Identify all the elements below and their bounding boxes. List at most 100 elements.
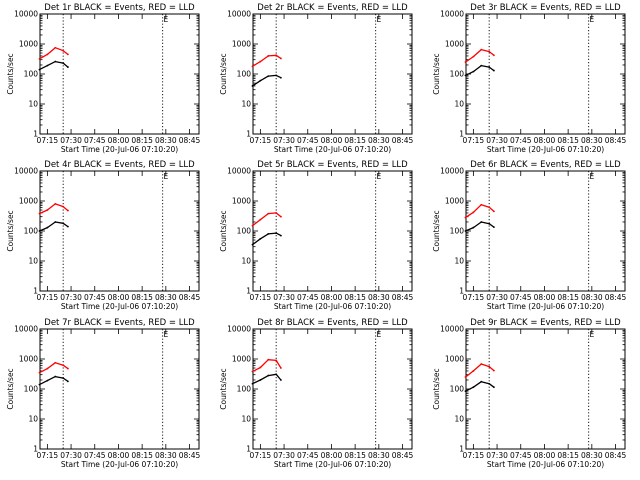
x-tick-label: 07:30: [60, 136, 82, 145]
plot-frame: [252, 13, 413, 135]
y-axis-label: Counts/sec: [432, 210, 441, 251]
x-tick-label: 08:00: [108, 451, 130, 460]
panel-3: Det 3r BLACK = Events, RED = LLD 1 10 100 10…: [432, 3, 627, 154]
data-point-lld: [280, 57, 282, 60]
x-axis-label: Start Time (20-Jul-06 07:10:20): [274, 145, 391, 154]
data-point-lld: [464, 376, 467, 378]
series-line-lld: [39, 362, 69, 374]
data-point-events: [67, 66, 69, 68]
series-line-events: [252, 74, 282, 87]
plot-frame: [252, 328, 413, 450]
x-tick-label: 07:45: [510, 451, 532, 460]
y-tick-label: 1: [459, 445, 464, 454]
y-tick-label: 10000: [440, 325, 464, 334]
y-axis-label: Counts/sec: [219, 210, 228, 251]
panel-5: Det 5r BLACK = Events, RED = LLD 1 10 100 10…: [219, 160, 414, 311]
y-axis-label: Counts/sec: [432, 368, 441, 409]
x-axis-label: Start Time (20-Jul-06 07:10:20): [61, 460, 178, 469]
x-tick-label: 08:15: [131, 136, 153, 145]
panel-2: Det 2r BLACK = Events, RED = LLD 1 10 100 10…: [219, 3, 414, 154]
x-tick-label: 08:30: [368, 451, 390, 460]
x-tick-label: 08:15: [344, 136, 366, 145]
y-tick-label: 10000: [440, 10, 464, 19]
data-point-lld: [259, 218, 262, 221]
data-point-lld: [464, 61, 467, 63]
data-point-events: [54, 60, 57, 63]
x-tick-label: 08:15: [557, 451, 579, 460]
data-point-lld: [472, 211, 475, 214]
e-marker-label: E: [589, 15, 594, 24]
x-tick-label: 08:15: [131, 293, 153, 302]
data-point-events: [275, 373, 278, 376]
y-tick-label: 1000: [445, 355, 464, 364]
data-point-lld: [62, 364, 65, 367]
data-point-events: [251, 243, 254, 246]
x-tick-label: 07:45: [84, 293, 106, 302]
x-tick-label: 07:30: [486, 293, 508, 302]
data-point-lld: [67, 367, 69, 370]
data-point-events: [280, 76, 282, 79]
data-point-lld: [54, 46, 57, 49]
x-tick-label: 07:30: [486, 451, 508, 460]
y-tick-label: 1000: [445, 197, 464, 206]
y-tick-label: 10000: [14, 325, 38, 334]
data-point-events: [54, 375, 57, 378]
y-tick-label: 10: [241, 100, 251, 109]
y-tick-label: 100: [237, 227, 252, 236]
series-line-lld: [252, 54, 282, 67]
y-tick-label: 10: [454, 415, 464, 424]
data-point-lld: [67, 209, 69, 212]
series-line-lld: [252, 212, 282, 227]
x-tick-label: 08:30: [581, 136, 603, 145]
x-tick-label: 08:45: [605, 136, 627, 145]
data-point-events: [62, 377, 65, 380]
x-tick-label: 07:45: [510, 136, 532, 145]
data-point-events: [493, 386, 495, 389]
data-point-lld: [38, 212, 41, 215]
x-tick-label: 08:00: [321, 451, 343, 460]
data-point-lld: [259, 366, 262, 369]
y-tick-label: 10000: [440, 167, 464, 176]
x-tick-label: 08:45: [392, 451, 414, 460]
x-tick-label: 08:15: [344, 293, 366, 302]
e-marker-label: E: [163, 172, 168, 181]
x-tick-label: 08:30: [368, 136, 390, 145]
y-tick-label: 1: [246, 287, 251, 296]
y-tick-label: 1: [33, 287, 38, 296]
data-point-lld: [275, 212, 278, 214]
x-tick-label: 08:00: [108, 293, 130, 302]
panel-title: Det 1r BLACK = Events, RED = LLD: [44, 3, 195, 13]
data-point-lld: [464, 216, 467, 219]
y-tick-label: 1000: [232, 40, 251, 49]
y-tick-label: 1000: [232, 197, 251, 206]
x-tick-label: 07:30: [60, 451, 82, 460]
x-tick-label: 07:45: [84, 451, 106, 460]
y-tick-label: 1000: [232, 355, 251, 364]
panel-1: Det 1r BLACK = Events, RED = LLD 1 10 100 10…: [6, 3, 201, 154]
data-point-events: [38, 68, 41, 71]
data-point-lld: [275, 54, 278, 57]
x-tick-label: 08:15: [344, 451, 366, 460]
y-tick-label: 10: [241, 257, 251, 266]
series-line-lld: [39, 47, 69, 60]
x-tick-label: 08:00: [534, 293, 556, 302]
e-marker-label: E: [589, 330, 594, 339]
x-tick-label: 08:30: [155, 136, 177, 145]
data-point-lld: [67, 53, 69, 56]
panel-4: Det 4r BLACK = Events, RED = LLD 1 10 100 10…: [6, 160, 201, 311]
x-tick-label: 07:45: [84, 136, 106, 145]
y-tick-label: 100: [24, 385, 39, 394]
plot-frame: [252, 170, 413, 292]
x-tick-label: 07:15: [37, 451, 59, 460]
data-point-lld: [472, 55, 475, 58]
panel-9: Det 9r BLACK = Events, RED = LLD 1 10 100 10…: [432, 318, 627, 469]
y-tick-label: 1: [246, 445, 251, 454]
e-marker-label: E: [376, 330, 381, 339]
y-tick-label: 1: [246, 130, 251, 139]
x-tick-label: 07:15: [463, 451, 485, 460]
x-tick-label: 08:15: [131, 451, 153, 460]
y-tick-label: 100: [24, 227, 39, 236]
x-tick-label: 07:15: [37, 293, 59, 302]
x-tick-label: 08:45: [179, 293, 201, 302]
